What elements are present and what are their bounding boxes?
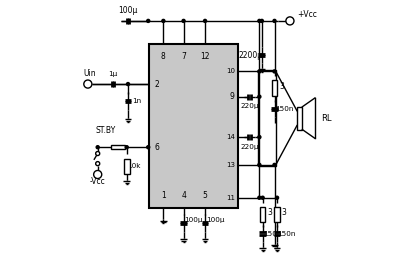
Bar xyxy=(297,107,302,130)
Circle shape xyxy=(125,146,128,149)
Circle shape xyxy=(162,19,165,22)
Text: 150n: 150n xyxy=(275,106,293,112)
Text: 3: 3 xyxy=(279,82,284,91)
Circle shape xyxy=(258,19,261,22)
Circle shape xyxy=(182,19,185,22)
Text: RL: RL xyxy=(321,114,332,123)
Text: 100μ: 100μ xyxy=(184,217,203,223)
Text: -Vcc: -Vcc xyxy=(90,177,106,186)
Text: 220μ: 220μ xyxy=(240,103,258,109)
Bar xyxy=(272,80,277,96)
Text: 9: 9 xyxy=(229,92,234,101)
Text: 220μ: 220μ xyxy=(240,144,258,150)
Circle shape xyxy=(258,95,261,98)
Circle shape xyxy=(261,196,264,199)
Text: 11: 11 xyxy=(226,195,235,201)
Bar xyxy=(150,44,238,208)
Text: +Vcc: +Vcc xyxy=(297,10,317,19)
Text: 8: 8 xyxy=(161,52,166,61)
Text: 3: 3 xyxy=(267,208,272,217)
Text: Uin: Uin xyxy=(84,69,96,78)
Circle shape xyxy=(258,70,261,73)
Text: 150n: 150n xyxy=(263,231,282,237)
Circle shape xyxy=(276,196,278,199)
Circle shape xyxy=(94,170,102,179)
Text: 100μ: 100μ xyxy=(206,217,224,223)
Text: 100μ: 100μ xyxy=(118,6,138,15)
Text: 2: 2 xyxy=(154,80,159,89)
Circle shape xyxy=(273,19,276,22)
Bar xyxy=(260,207,266,222)
Bar xyxy=(274,207,280,222)
Circle shape xyxy=(260,19,264,22)
Text: 5: 5 xyxy=(203,191,208,200)
Circle shape xyxy=(96,151,100,155)
Text: 6: 6 xyxy=(154,143,159,152)
Text: 7: 7 xyxy=(181,52,186,61)
Text: 10: 10 xyxy=(226,68,235,74)
Text: ST.BY: ST.BY xyxy=(95,126,116,135)
Circle shape xyxy=(147,19,150,22)
Text: 14: 14 xyxy=(226,134,235,140)
Text: 150n: 150n xyxy=(278,231,296,237)
Circle shape xyxy=(258,163,261,166)
Circle shape xyxy=(258,136,261,139)
Text: 10k: 10k xyxy=(127,163,140,169)
Circle shape xyxy=(96,146,99,149)
Text: 1n: 1n xyxy=(132,98,142,104)
Text: 4: 4 xyxy=(181,191,186,200)
Circle shape xyxy=(258,196,261,199)
Bar xyxy=(111,145,125,150)
Circle shape xyxy=(147,146,150,149)
Bar xyxy=(124,158,130,174)
Circle shape xyxy=(286,17,294,25)
Circle shape xyxy=(126,83,130,86)
Bar xyxy=(258,70,276,166)
Text: 12: 12 xyxy=(200,52,210,61)
Text: 1μ: 1μ xyxy=(108,71,118,77)
Text: 3: 3 xyxy=(282,208,286,217)
Circle shape xyxy=(273,70,276,73)
Text: 13: 13 xyxy=(226,162,235,168)
Text: 2200μ: 2200μ xyxy=(238,51,262,59)
Circle shape xyxy=(204,19,206,22)
Circle shape xyxy=(96,162,100,166)
Circle shape xyxy=(84,80,92,88)
Text: 1: 1 xyxy=(161,191,166,200)
Circle shape xyxy=(273,163,276,166)
